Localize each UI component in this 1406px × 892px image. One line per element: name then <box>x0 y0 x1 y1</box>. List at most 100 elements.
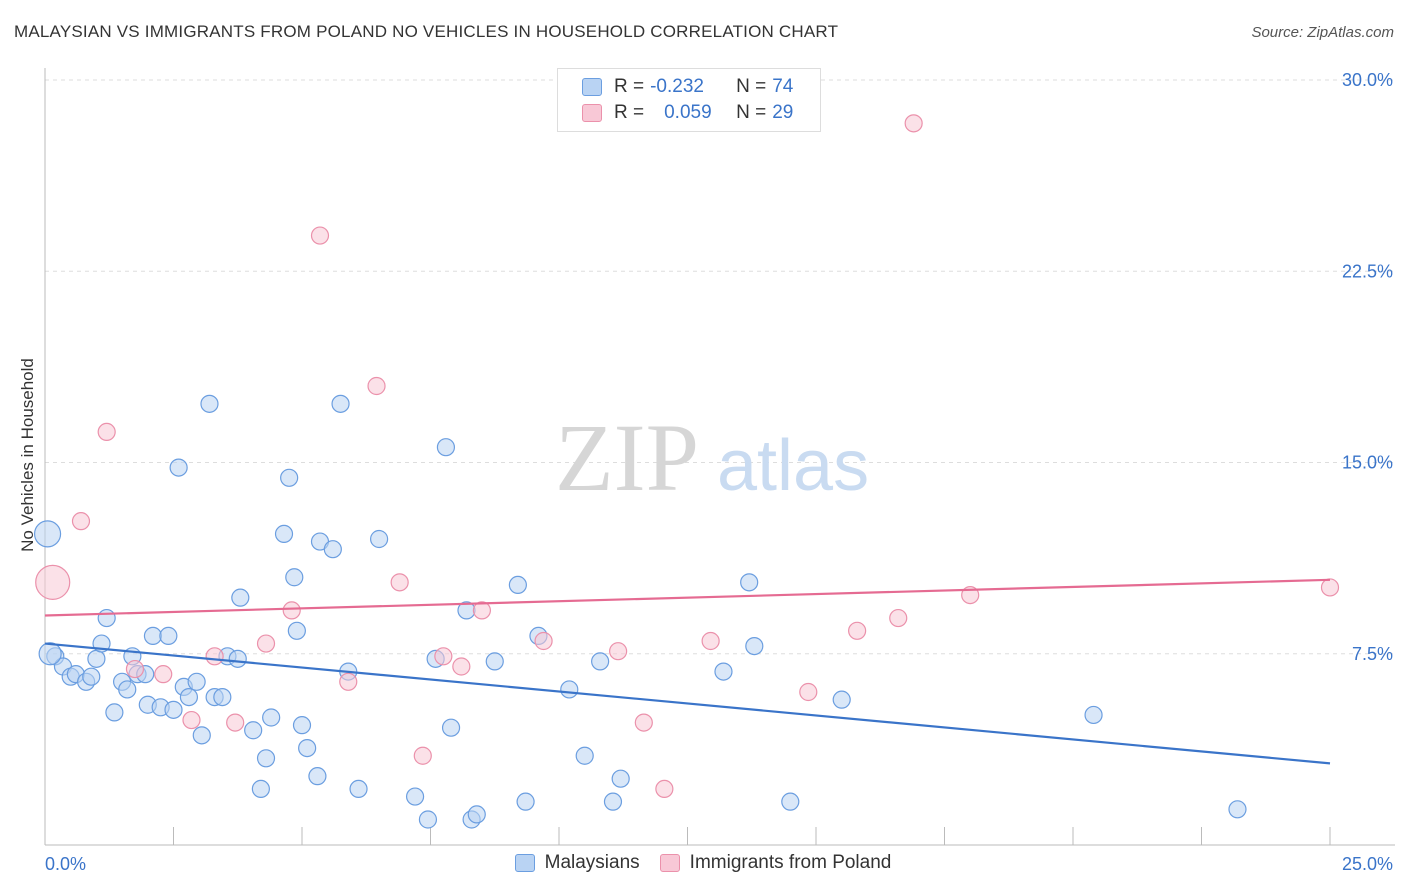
y-tick-label: 15.0% <box>1342 453 1393 473</box>
data-point-malaysians <box>192 726 211 745</box>
data-point-malaysians <box>169 458 188 477</box>
data-point-malaysians <box>228 649 247 668</box>
data-point-poland <box>799 682 818 702</box>
data-point-malaysians <box>436 438 456 457</box>
trend-line-poland <box>44 578 1331 617</box>
gridlines <box>45 79 1395 655</box>
data-point-poland <box>534 631 553 651</box>
data-point-malaysians <box>575 746 594 765</box>
data-point-poland <box>848 621 867 640</box>
trend-line-malaysians <box>44 642 1331 765</box>
data-point-poland <box>904 114 923 133</box>
data-point-malaysians <box>200 394 219 413</box>
data-point-poland <box>182 710 201 730</box>
legend-swatch-pink <box>582 104 602 122</box>
legend-swatch-blue <box>582 78 602 96</box>
data-point-poland <box>125 659 145 679</box>
data-point-malaysians <box>349 779 368 799</box>
data-point-malaysians <box>256 749 276 768</box>
data-point-poland <box>339 672 358 691</box>
series-malaysians <box>33 394 1247 829</box>
legend-row-malaysians: R = -0.232 N = 74 <box>582 75 793 99</box>
data-point-malaysians <box>591 652 610 671</box>
data-point-malaysians <box>164 700 183 719</box>
y-tick-label: 22.5% <box>1342 261 1393 281</box>
data-point-poland <box>655 779 674 799</box>
watermark: ZIP atlas <box>555 404 869 511</box>
data-point-malaysians <box>1084 705 1103 725</box>
data-point-malaysians <box>560 680 579 699</box>
series-legend: Malaysians Immigrants from Poland <box>0 852 1406 874</box>
data-point-malaysians <box>832 690 851 709</box>
legend-r-label: R = <box>614 102 645 123</box>
watermark-atlas: atlas <box>717 426 869 506</box>
legend-row-poland: R = 0.059 N = 29 <box>582 101 793 125</box>
data-point-poland <box>1320 578 1340 597</box>
legend-swatch-pink <box>659 854 680 872</box>
data-point-poland <box>310 226 330 245</box>
data-point-malaysians <box>370 529 389 549</box>
data-point-malaysians <box>740 573 759 592</box>
data-point-malaysians <box>187 672 206 691</box>
data-point-poland <box>71 512 91 531</box>
legend-n-label: N = <box>736 76 767 97</box>
data-point-malaysians <box>231 588 250 607</box>
data-point-poland <box>367 376 386 396</box>
data-point-malaysians <box>33 520 62 548</box>
legend-r-label: R = <box>614 76 645 97</box>
legend-n-label: N = <box>736 102 767 123</box>
legend-r-value: 0.059 <box>664 102 712 123</box>
data-point-malaysians <box>745 636 764 656</box>
data-point-poland <box>889 608 908 628</box>
data-point-malaysians <box>781 792 800 811</box>
y-tick-label: 30.0% <box>1342 70 1393 90</box>
legend-label-poland: Immigrants from Poland <box>689 852 892 873</box>
data-point-poland <box>390 573 409 592</box>
data-point-malaysians <box>179 687 199 707</box>
data-point-poland <box>701 631 720 651</box>
data-point-malaysians <box>105 703 124 722</box>
tick-labels: 7.5% 15.0% 22.5% 30.0% 0.0% 25.0% <box>45 70 1393 874</box>
legend-label-malaysians: Malaysians <box>544 852 640 873</box>
data-point-poland <box>413 746 432 765</box>
data-point-malaysians <box>143 626 163 646</box>
trend-lines <box>44 578 1331 765</box>
legend-n-value: 74 <box>772 76 794 97</box>
data-point-malaysians <box>418 810 438 829</box>
data-point-poland <box>205 647 224 666</box>
data-point-malaysians <box>118 680 137 699</box>
data-point-malaysians <box>441 718 461 737</box>
data-point-malaysians <box>285 568 304 587</box>
chart-title: MALAYSIAN VS IMMIGRANTS FROM POLAND NO V… <box>14 22 839 41</box>
legend-n-value: 29 <box>772 102 794 123</box>
y-tick-label: 7.5% <box>1352 644 1393 664</box>
data-point-malaysians <box>159 626 178 646</box>
data-point-malaysians <box>1228 800 1247 819</box>
data-point-malaysians <box>280 468 299 487</box>
legend-item-poland[interactable]: Immigrants from Poland <box>659 852 892 874</box>
data-point-malaysians <box>251 779 270 799</box>
data-point-malaysians <box>516 792 535 811</box>
data-point-poland <box>472 601 491 620</box>
data-point-malaysians <box>508 575 527 595</box>
data-point-malaysians <box>274 524 294 544</box>
data-point-malaysians <box>714 662 733 681</box>
data-point-malaysians <box>292 716 312 735</box>
source-label: Source: ZipAtlas.com <box>1251 24 1394 41</box>
data-point-poland <box>452 657 471 676</box>
series-poland <box>35 114 1340 799</box>
data-point-malaysians <box>262 708 281 727</box>
data-point-malaysians <box>38 642 62 666</box>
data-point-poland <box>434 647 453 666</box>
data-point-malaysians <box>97 608 116 628</box>
data-point-poland <box>226 713 245 732</box>
data-point-malaysians <box>298 738 317 758</box>
legend-swatch-blue <box>514 854 535 872</box>
data-point-malaysians <box>611 769 630 788</box>
legend-item-malaysians[interactable]: Malaysians <box>514 852 640 874</box>
x-tick-label: 25.0% <box>1342 854 1393 874</box>
data-point-malaysians <box>331 394 350 413</box>
legend-r-value: -0.232 <box>650 76 704 97</box>
data-point-malaysians <box>244 721 263 740</box>
